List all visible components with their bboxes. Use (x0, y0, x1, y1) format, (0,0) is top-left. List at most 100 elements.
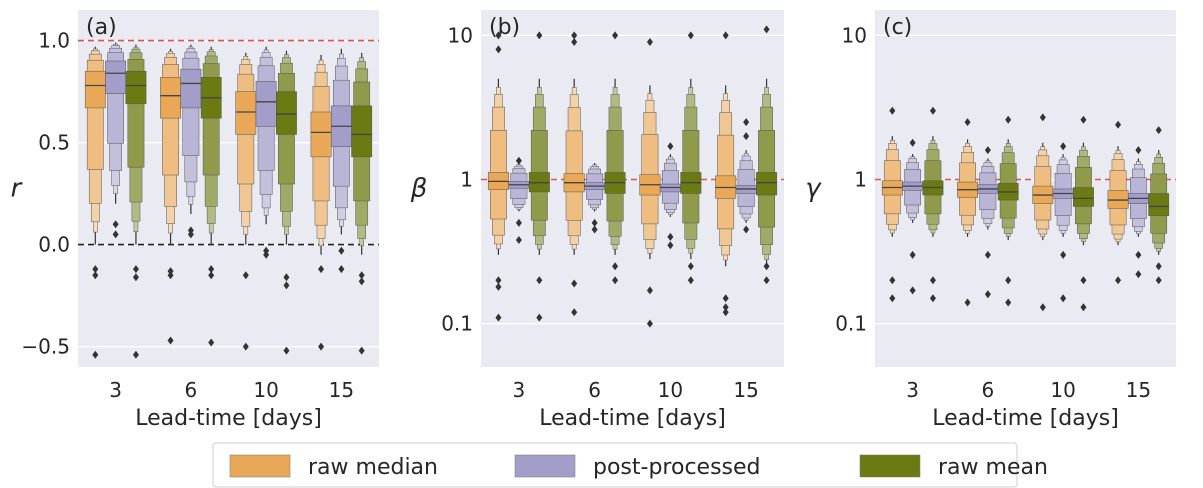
outlier-point (495, 282, 502, 291)
outlier-point (242, 342, 249, 351)
outlier-point (208, 265, 215, 274)
outlier-point (495, 276, 502, 285)
outlier-point (92, 271, 99, 280)
x-tick-label: 10 (658, 378, 683, 402)
outlier-point (889, 106, 896, 115)
outlier-point (1060, 250, 1067, 259)
outlier-point (591, 218, 598, 227)
outlier-point (984, 290, 991, 299)
outlier-point (208, 338, 215, 347)
outlier-point (1005, 298, 1012, 307)
series-post-processed (105, 42, 352, 274)
legend-label: raw mean (938, 455, 1048, 480)
outlier-point (495, 45, 502, 54)
legend-swatch (859, 454, 921, 478)
outlier-point (1155, 262, 1162, 271)
outlier-point (667, 142, 674, 151)
outlier-point (187, 230, 194, 239)
outlier-point (318, 265, 325, 274)
outlier-point (1039, 303, 1046, 312)
letter-value-box (255, 81, 277, 127)
outlier-point (283, 346, 290, 355)
outlier-point (612, 262, 619, 271)
letter-value-box (160, 77, 181, 119)
outlier-point (167, 267, 174, 276)
outlier-point (495, 313, 502, 322)
outlier-point (1135, 270, 1142, 279)
outlier-point (318, 342, 325, 351)
outlier-point (263, 250, 270, 259)
series-raw-median (487, 31, 737, 328)
outlier-point (1115, 276, 1122, 285)
outlier-point (929, 276, 936, 285)
outlier-point (1080, 276, 1087, 285)
outlier-point (964, 118, 971, 127)
x-tick-label: 15 (1126, 378, 1151, 402)
series-post-processed (902, 138, 1149, 303)
outlier-point (889, 294, 896, 303)
letter-value-box (125, 70, 147, 105)
letter-value-box (1073, 187, 1094, 207)
outlier-point (571, 31, 578, 40)
y-tick-label: 1 (460, 167, 473, 191)
letter-value-box (276, 91, 297, 135)
outlier-point (1155, 126, 1162, 135)
y-axis-label: γ (805, 174, 822, 204)
series-raw-mean (922, 106, 1170, 312)
outlier-point (132, 350, 139, 359)
letter-value-box (1148, 193, 1170, 217)
outlier-point (1135, 250, 1142, 259)
outlier-point (763, 262, 770, 271)
outlier-point (536, 313, 543, 322)
y-tick-label: 0.1 (441, 312, 473, 336)
x-axis-label: Lead-time [days] (135, 406, 322, 431)
outlier-point (1115, 120, 1122, 129)
y-tick-label: 1.0 (38, 29, 70, 53)
outlier-point (964, 298, 971, 307)
panel-label: (b) (489, 15, 520, 40)
outlier-point (1060, 294, 1067, 303)
outlier-point (929, 106, 936, 115)
outlier-point (763, 25, 770, 34)
y-tick-label: 0.0 (38, 233, 70, 257)
outlier-point (358, 346, 365, 355)
outlier-point (571, 37, 578, 46)
x-axis-label: Lead-time [days] (932, 406, 1119, 431)
outlier-point (495, 31, 502, 40)
outlier-point (646, 286, 653, 295)
outlier-point (909, 138, 916, 147)
outlier-point (722, 294, 729, 303)
panel-b: 0.1 1 10 3 6 10 15 Lead-time [days] β (b) (410, 10, 784, 431)
outlier-point (242, 271, 249, 280)
x-tick-label: 10 (253, 378, 278, 402)
letter-value-box (235, 91, 257, 135)
outlier-point (112, 220, 119, 229)
y-tick-label: 10 (448, 23, 473, 47)
series-raw-mean (528, 25, 778, 322)
outlier-point (763, 276, 770, 285)
outlier-point (112, 230, 119, 239)
series-raw-mean (125, 44, 373, 359)
outlier-point (1005, 276, 1012, 285)
y-tick-label: 0.1 (835, 312, 867, 336)
outlier-point (283, 273, 290, 282)
outlier-point (358, 277, 365, 286)
outlier-point (1135, 146, 1142, 155)
legend: raw median post-processed raw mean (212, 442, 1048, 488)
outlier-point (667, 241, 674, 250)
x-tick-label: 6 (982, 378, 995, 402)
x-tick-label: 3 (109, 378, 122, 402)
outlier-point (1080, 115, 1087, 124)
series-raw-median (84, 46, 332, 359)
outlier-point (667, 232, 674, 241)
outlier-point (929, 294, 936, 303)
outlier-point (515, 236, 522, 245)
outlier-point (358, 271, 365, 280)
y-tick-label: 0.5 (38, 131, 70, 155)
outlier-point (132, 265, 139, 274)
outlier-point (646, 37, 653, 46)
legend-label: raw median (308, 455, 438, 480)
outlier-point (338, 265, 345, 274)
outlier-point (167, 336, 174, 345)
